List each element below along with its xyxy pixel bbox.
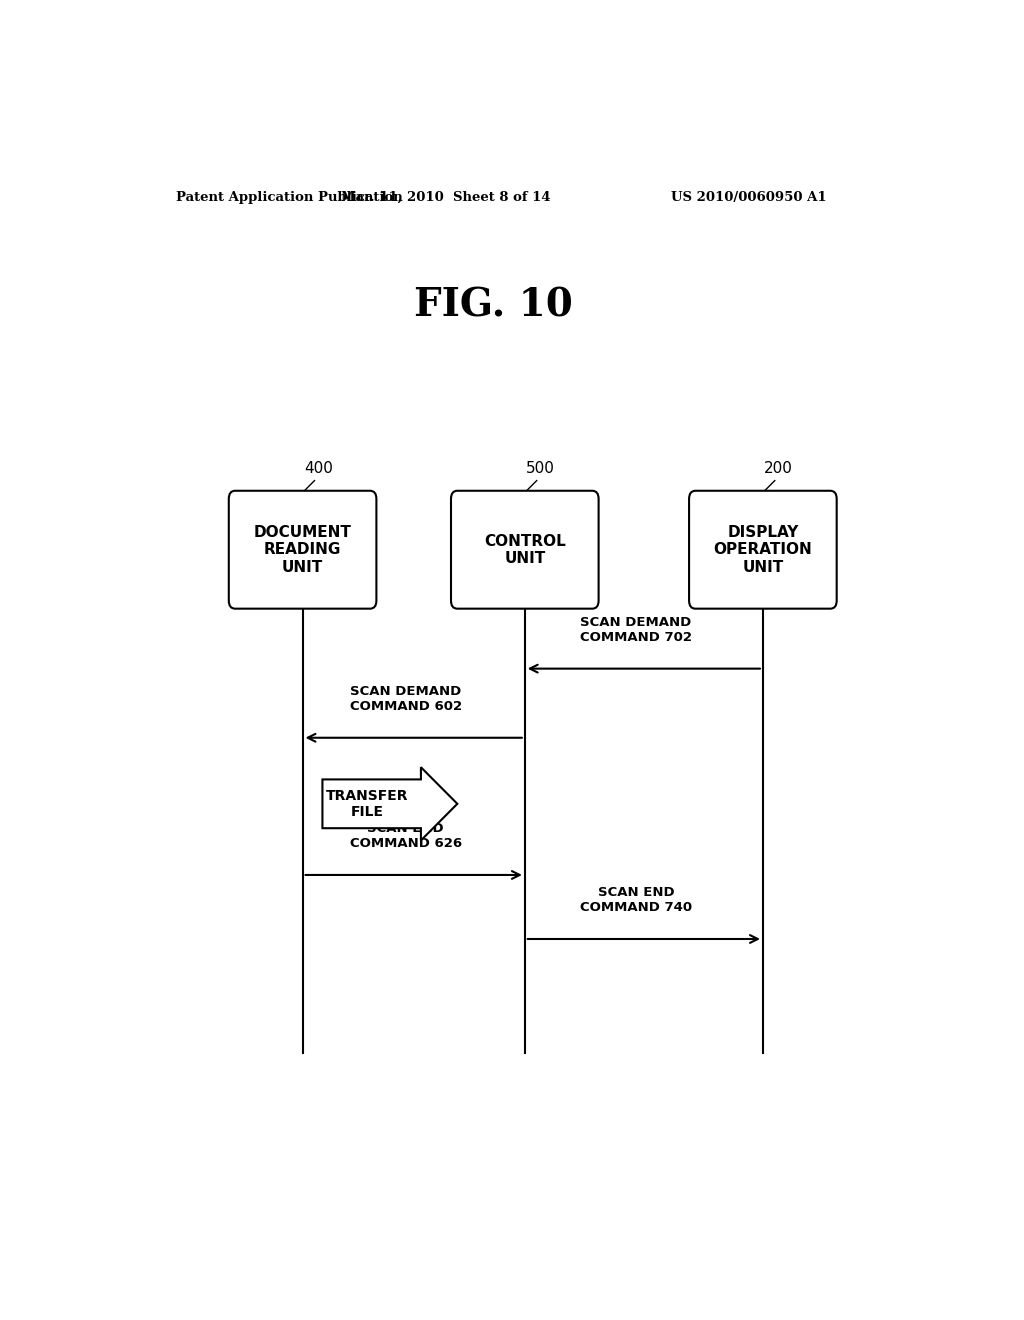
Text: SCAN END
COMMAND 626: SCAN END COMMAND 626 <box>350 822 462 850</box>
Text: SCAN DEMAND
COMMAND 602: SCAN DEMAND COMMAND 602 <box>350 685 462 713</box>
Text: CONTROL
UNIT: CONTROL UNIT <box>484 533 565 566</box>
Text: DOCUMENT
READING
UNIT: DOCUMENT READING UNIT <box>254 525 351 574</box>
FancyBboxPatch shape <box>451 491 599 609</box>
FancyBboxPatch shape <box>689 491 837 609</box>
FancyBboxPatch shape <box>228 491 377 609</box>
Text: Patent Application Publication: Patent Application Publication <box>176 190 402 203</box>
Text: DISPLAY
OPERATION
UNIT: DISPLAY OPERATION UNIT <box>714 525 812 574</box>
Text: SCAN END
COMMAND 740: SCAN END COMMAND 740 <box>580 886 692 915</box>
Text: 500: 500 <box>526 461 555 477</box>
Polygon shape <box>323 767 458 841</box>
Text: FIG. 10: FIG. 10 <box>414 286 572 325</box>
Text: SCAN DEMAND
COMMAND 702: SCAN DEMAND COMMAND 702 <box>580 616 692 644</box>
Text: US 2010/0060950 A1: US 2010/0060950 A1 <box>671 190 826 203</box>
Text: TRANSFER
FILE: TRANSFER FILE <box>326 789 408 818</box>
Text: 400: 400 <box>304 461 333 477</box>
Text: 200: 200 <box>764 461 794 477</box>
Text: Mar. 11, 2010  Sheet 8 of 14: Mar. 11, 2010 Sheet 8 of 14 <box>341 190 550 203</box>
